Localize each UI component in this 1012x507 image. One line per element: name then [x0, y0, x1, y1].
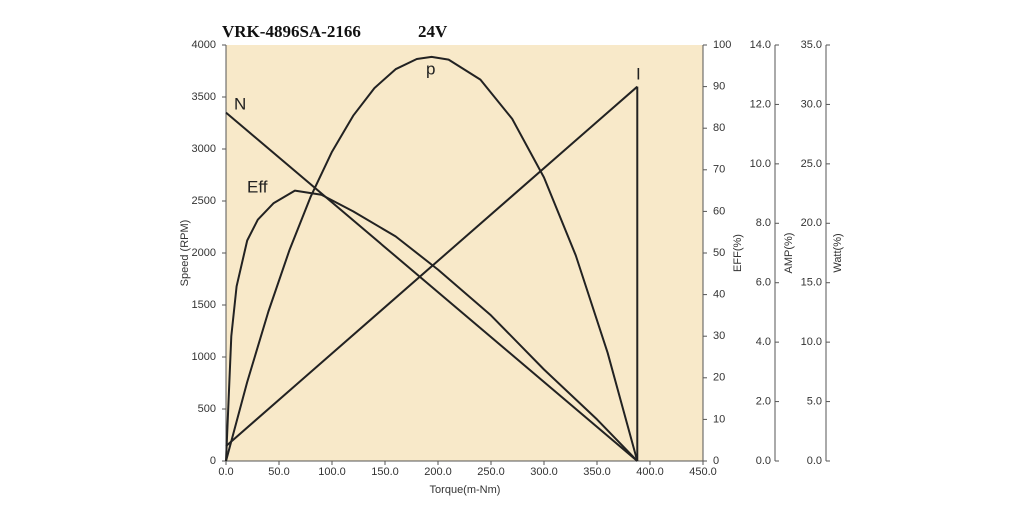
series-line: [225, 85, 638, 447]
y3-tick-label: 6.0: [756, 277, 771, 289]
y-tick-label: 500: [198, 403, 216, 415]
x-axis-label: Torque(m-Nm): [430, 484, 501, 496]
series-label: N: [234, 94, 246, 113]
y4-tick-label: 20.0: [801, 217, 822, 229]
x-tick-label: 250.0: [477, 466, 505, 478]
y4-tick-label: 5.0: [807, 395, 822, 407]
x-tick-label: 400.0: [636, 466, 664, 478]
x-tick-label: 450.0: [689, 466, 717, 478]
y4-tick-label: 25.0: [801, 158, 822, 170]
y2-tick-label: 60: [713, 205, 725, 217]
plot-area: [226, 45, 703, 461]
y-tick-label: 3500: [192, 91, 216, 103]
y2-tick-label: 90: [713, 81, 725, 93]
y-tick-label: 2000: [192, 247, 216, 259]
y-tick-label: 4000: [192, 39, 216, 51]
y3-tick-label: 10.0: [750, 158, 771, 170]
series-label: Eff: [247, 177, 268, 196]
series-line: [225, 111, 638, 462]
y4-axis-label: Watt(%): [832, 233, 844, 272]
series-line: [225, 189, 639, 462]
y-tick-label: 2500: [192, 195, 216, 207]
y3-tick-label: 0.0: [756, 455, 771, 467]
y3-axis-label: AMP(%): [783, 233, 795, 274]
y2-tick-label: 10: [713, 413, 725, 425]
y-tick-label: 0: [210, 455, 216, 467]
series-line: [225, 55, 639, 462]
y-tick-label: 1000: [192, 351, 216, 363]
y2-tick-label: 30: [713, 330, 725, 342]
y-tick-label: 1500: [192, 299, 216, 311]
y2-tick-label: 80: [713, 122, 725, 134]
chart-title: VRK-4896SA-2166: [222, 22, 361, 41]
series-label: I: [636, 64, 641, 83]
y3-tick-label: 12.0: [750, 98, 771, 110]
chart-subtitle: 24V: [418, 22, 448, 41]
x-tick-label: 50.0: [268, 466, 289, 478]
series-label: p: [426, 59, 435, 78]
y2-tick-label: 50: [713, 247, 725, 259]
y2-tick-label: 20: [713, 372, 725, 384]
x-tick-label: 100.0: [318, 466, 346, 478]
y2-tick-label: 40: [713, 289, 725, 301]
y3-tick-label: 8.0: [756, 217, 771, 229]
y3-tick-label: 2.0: [756, 395, 771, 407]
x-tick-label: 0.0: [218, 466, 233, 478]
y4-tick-label: 15.0: [801, 277, 822, 289]
y2-tick-label: 100: [713, 39, 731, 51]
y2-axis-label: EFF(%): [732, 234, 744, 272]
x-tick-label: 150.0: [371, 466, 399, 478]
y2-tick-label: 70: [713, 164, 725, 176]
y2-tick-label: 0: [713, 455, 719, 467]
y-tick-label: 3000: [192, 143, 216, 155]
y4-tick-label: 30.0: [801, 98, 822, 110]
y3-tick-label: 4.0: [756, 336, 771, 348]
y-axis-label: Speed (RPM): [179, 220, 191, 287]
x-tick-label: 300.0: [530, 466, 558, 478]
x-tick-label: 200.0: [424, 466, 452, 478]
y4-tick-label: 0.0: [807, 455, 822, 467]
y3-tick-label: 14.0: [750, 39, 771, 51]
x-tick-label: 350.0: [583, 466, 611, 478]
y4-tick-label: 35.0: [801, 39, 822, 51]
y4-tick-label: 10.0: [801, 336, 822, 348]
